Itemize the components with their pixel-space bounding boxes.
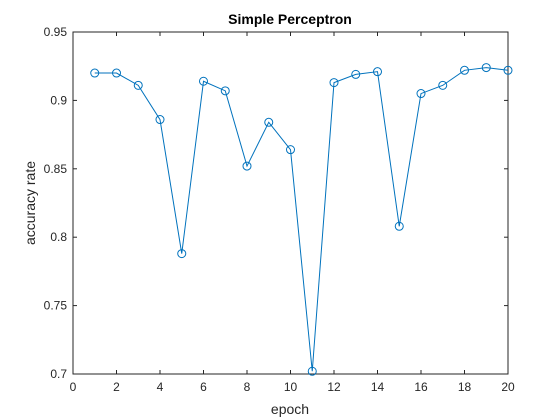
x-tick-label: 8 (244, 380, 251, 394)
x-tick-label: 14 (371, 380, 385, 394)
data-point-marker (242, 161, 252, 171)
y-tick-label: 0.85 (44, 162, 68, 176)
y-axis-label: accuracy rate (22, 161, 38, 245)
x-tick-label: 4 (157, 380, 164, 394)
y-tick-label: 0.75 (44, 299, 68, 313)
data-point-marker (155, 115, 165, 125)
data-point-marker (133, 80, 143, 90)
x-tick-label: 2 (113, 380, 120, 394)
y-tick-label: 0.9 (50, 93, 67, 107)
data-point-marker (416, 89, 426, 99)
x-tick-label: 16 (414, 380, 428, 394)
ticks-layer: 0 2 4 6 8 10 12 14 16 18 20 0.7 0.75 0.8 0.85 0.9 0.95 (44, 25, 515, 394)
data-point-marker (264, 117, 274, 127)
data-point-marker (394, 221, 404, 231)
x-tick-label: 12 (327, 380, 341, 394)
data-point-marker (307, 366, 317, 376)
series-layer (90, 63, 513, 376)
data-point-marker (373, 67, 382, 77)
data-point-marker (112, 68, 121, 78)
data-point-marker (286, 145, 295, 155)
data-point-marker (438, 80, 448, 90)
x-tick-label: 18 (458, 380, 472, 394)
y-tick-label: 0.95 (44, 25, 68, 39)
data-point-marker (481, 63, 491, 73)
data-point-marker (329, 78, 339, 88)
data-point-marker (177, 249, 187, 259)
x-axis-label: epoch (271, 401, 309, 417)
data-point-marker (351, 69, 361, 79)
y-tick-label: 0.7 (50, 367, 67, 381)
x-tick-label: 6 (200, 380, 207, 394)
data-point-marker (220, 86, 230, 96)
x-tick-label: 0 (70, 380, 77, 394)
data-point-marker (503, 65, 513, 75)
x-tick-label: 10 (284, 380, 298, 394)
chart-title: Simple Perceptron (228, 11, 352, 27)
y-tick-label: 0.8 (50, 230, 67, 244)
plot-area (72, 31, 509, 375)
data-point-marker (460, 65, 469, 75)
data-point-marker (199, 76, 208, 86)
data-point-marker (90, 68, 100, 78)
x-tick-label: 20 (501, 380, 515, 394)
